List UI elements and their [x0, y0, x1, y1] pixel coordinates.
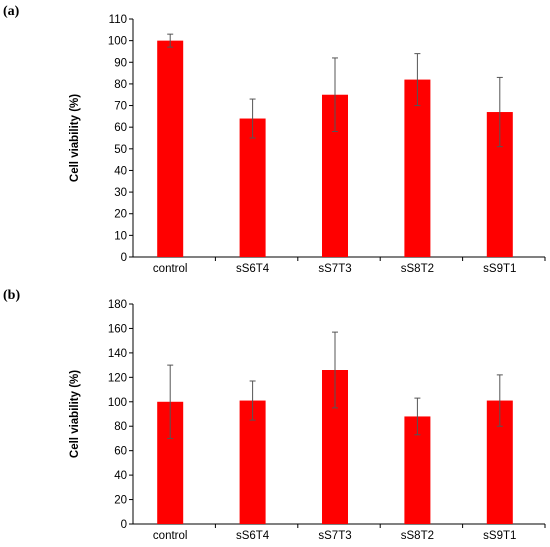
bar-sS8T2: [404, 79, 431, 257]
category-label-sS9T1: sS9T1: [483, 530, 516, 542]
bar-control: [157, 40, 184, 257]
category-label-sS7T3: sS7T3: [318, 530, 351, 542]
y-tick-label: 0: [121, 252, 127, 264]
y-tick-label: 20: [114, 209, 127, 221]
y-tick-label: 10: [114, 230, 127, 242]
y-tick-label: 160: [108, 323, 127, 335]
y-tick-label: 40: [114, 165, 127, 177]
y-tick-label: 30: [114, 187, 127, 199]
y-tick-label: 100: [108, 397, 127, 409]
y-tick-label: 60: [114, 446, 127, 458]
y-tick-label: 40: [114, 470, 127, 482]
y-tick-label: 80: [114, 421, 127, 433]
panel-label: (a): [3, 4, 20, 19]
y-tick-label: 50: [114, 144, 127, 156]
y-tick-label: 60: [114, 122, 127, 134]
y-tick-label: 110: [109, 14, 127, 26]
y-tick-label: 180: [108, 299, 127, 311]
category-label-sS8T2: sS8T2: [401, 530, 434, 542]
y-tick-label: 120: [108, 372, 127, 384]
y-tick-label: 100: [108, 36, 127, 48]
category-label-sS6T4: sS6T4: [236, 263, 270, 275]
y-tick-label: 90: [114, 57, 127, 69]
category-label-control: control: [153, 263, 188, 275]
bar-sS6T4: [239, 400, 266, 524]
chart-panel-b: (b) Cell viability (%) 0 20 40 60 80 100 120 140 1…: [3, 288, 546, 542]
y-tick-label: 0: [121, 519, 127, 531]
y-tick-label: 80: [114, 79, 127, 91]
category-label-sS6T4: sS6T4: [236, 530, 270, 542]
bar-sS6T4: [239, 118, 266, 257]
chart-panel-a: (a) Cell viability (%) 0 10 20 30 40 50 60 70 80 90…: [3, 4, 546, 275]
category-label-control: control: [153, 530, 188, 542]
y-tick-label: 70: [114, 101, 127, 113]
category-label-sS7T3: sS7T3: [318, 263, 351, 275]
panel-label: (b): [3, 288, 20, 303]
y-axis-title: Cell viability (%): [69, 94, 81, 182]
category-label-sS8T2: sS8T2: [401, 263, 434, 275]
y-axis-title: Cell viability (%): [69, 370, 81, 458]
category-label-sS9T1: sS9T1: [483, 263, 516, 275]
y-tick-label: 140: [108, 348, 127, 360]
y-tick-label: 20: [114, 495, 127, 507]
